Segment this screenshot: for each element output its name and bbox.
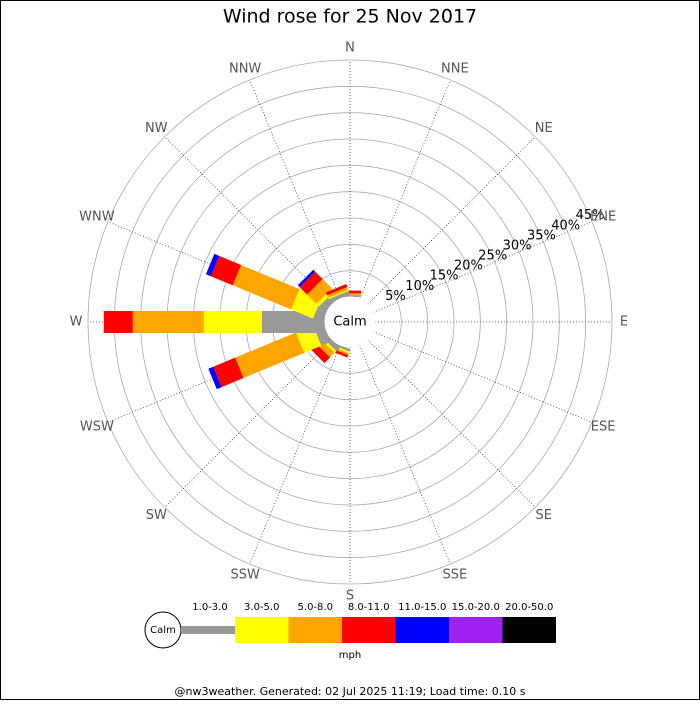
spoke bbox=[367, 339, 536, 508]
r-tick-label: 10% bbox=[405, 279, 434, 294]
r-tick-label: 35% bbox=[527, 228, 556, 243]
r-tick-label: 25% bbox=[478, 249, 507, 264]
spoke bbox=[249, 344, 341, 565]
r-tick-label: 45% bbox=[576, 208, 605, 223]
direction-label: SSE bbox=[442, 568, 467, 583]
legend-swatch bbox=[288, 617, 342, 643]
calm-label: Calm bbox=[333, 315, 366, 330]
legend-label: 5.0-8.0 bbox=[298, 602, 333, 613]
spoke bbox=[359, 79, 451, 300]
footer: @nw3weather. Generated: 02 Jul 2025 11:1… bbox=[175, 685, 526, 698]
spoke bbox=[164, 339, 333, 508]
chart-title: Wind rose for 25 Nov 2017 bbox=[223, 6, 477, 28]
direction-label: SSW bbox=[230, 568, 260, 583]
spoke bbox=[359, 344, 451, 565]
legend-label: 1.0-3.0 bbox=[192, 602, 227, 613]
unit-label: mph bbox=[339, 650, 361, 661]
wind-segment bbox=[213, 357, 244, 388]
grid-ring bbox=[87, 59, 613, 585]
r-tick-label: 30% bbox=[503, 238, 532, 253]
wind-segment bbox=[205, 253, 220, 277]
wind-segment bbox=[208, 366, 222, 390]
wind-segment bbox=[203, 311, 262, 333]
wind-segment bbox=[210, 255, 242, 286]
wind-segment bbox=[328, 289, 349, 300]
direction-label: NNW bbox=[229, 61, 261, 76]
legend-swatch bbox=[342, 617, 396, 643]
legend-swatch bbox=[235, 617, 289, 643]
direction-label: WNW bbox=[79, 210, 115, 225]
calm-circle bbox=[324, 296, 376, 348]
wind-segment bbox=[307, 279, 332, 304]
legend-label: 8.0-11.0 bbox=[348, 602, 390, 613]
direction-label: SE bbox=[536, 508, 552, 523]
wind-segment bbox=[297, 269, 316, 288]
direction-label: ENE bbox=[590, 210, 616, 225]
direction-label: NNE bbox=[441, 61, 469, 76]
r-tick-label: 5% bbox=[385, 289, 406, 304]
wind-segment bbox=[235, 332, 305, 379]
direction-label: NE bbox=[535, 121, 553, 136]
direction-label: SW bbox=[146, 508, 167, 523]
direction-label: W bbox=[70, 315, 83, 330]
direction-label: ESE bbox=[591, 419, 616, 434]
direction-label: NW bbox=[145, 121, 168, 136]
legend-swatch bbox=[449, 617, 503, 643]
spoke bbox=[164, 136, 333, 305]
direction-label: E bbox=[620, 315, 628, 330]
legend-label: 20.0-50.0 bbox=[505, 602, 553, 613]
spoke bbox=[367, 136, 536, 305]
wind-segment bbox=[325, 283, 348, 296]
wind-segment bbox=[299, 271, 323, 295]
legend-swatch bbox=[395, 617, 449, 643]
spoke bbox=[249, 79, 341, 300]
spoke bbox=[372, 331, 593, 423]
direction-label: N bbox=[345, 41, 355, 56]
direction-label: WSW bbox=[80, 419, 114, 434]
legend-calm-label: Calm bbox=[150, 625, 176, 636]
wind-segment bbox=[327, 286, 349, 298]
spoke bbox=[372, 221, 593, 313]
legend-label: 15.0-20.0 bbox=[452, 602, 500, 613]
legend-swatch bbox=[502, 617, 556, 643]
legend-label: 11.0-15.0 bbox=[398, 602, 446, 613]
wind-segment bbox=[328, 290, 351, 304]
wind-segment bbox=[103, 311, 133, 333]
direction-label: S bbox=[346, 589, 354, 604]
wind-segment bbox=[232, 264, 300, 310]
legend-label: 3.0-5.0 bbox=[244, 602, 279, 613]
wind-segment bbox=[132, 311, 204, 333]
legend-swatch bbox=[181, 626, 235, 634]
